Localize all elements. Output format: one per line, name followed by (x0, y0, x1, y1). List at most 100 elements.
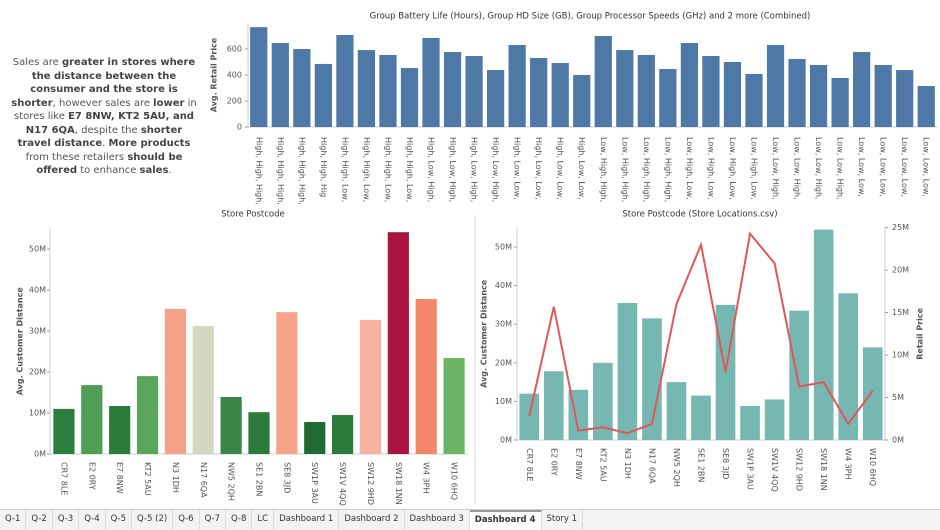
x-tick-label: E2 0RY (549, 448, 558, 476)
bar (332, 415, 354, 454)
y2-axis-label: Retail Price (916, 307, 925, 359)
x-tick-label: High, Low, High, (491, 137, 500, 202)
bar (465, 56, 483, 127)
bar (304, 422, 326, 454)
x-tick-label: Low, Low, High, (814, 137, 823, 200)
annotation-text: . (168, 165, 172, 176)
x-tick-label: High, High, High, (297, 137, 306, 205)
bar (293, 49, 311, 127)
bar (764, 399, 785, 440)
x-tick-label: High, Low, High, (427, 137, 436, 202)
bar (551, 63, 569, 127)
tab[interactable]: Q-7 (200, 510, 226, 530)
annotation-text: , despite the (74, 124, 141, 136)
x-tick-label: Low, High, High, (663, 137, 672, 202)
annotation-text: More products (108, 138, 191, 149)
y2-tick-label: 25M (892, 223, 909, 232)
tab[interactable]: Story 1 (542, 510, 584, 530)
x-tick-label: SW1P 3AU (746, 448, 755, 490)
x-tick-label: W10 6HQ (450, 462, 459, 500)
bar (917, 86, 935, 127)
bar (543, 371, 564, 440)
bar (336, 34, 354, 127)
x-tick-label: CR7 8LE (525, 448, 534, 481)
tab[interactable]: Q-8 (226, 510, 253, 530)
tab[interactable]: Q-2 (26, 510, 53, 530)
tab[interactable]: Dashboard 4 (469, 510, 542, 530)
x-tick-label: High, High, High, (276, 137, 285, 205)
x-tick-label: E7 8NW (115, 462, 124, 494)
tab[interactable]: Q-1 (0, 510, 27, 530)
x-tick-label: SW1V 4QQ (770, 448, 779, 492)
bar (415, 299, 437, 454)
y-tick-label: 0M (500, 436, 512, 445)
bar (276, 312, 298, 454)
bar (680, 43, 699, 127)
tab[interactable]: Q-5 (2) (132, 510, 174, 530)
chart-title: Store Postcode (221, 210, 284, 220)
x-tick-label: SW12 9HD (795, 448, 804, 491)
y-tick-label: 400 (227, 71, 242, 80)
y2-tick-label: 0M (892, 436, 904, 445)
tab[interactable]: Q-3 (53, 510, 80, 530)
bar (379, 54, 397, 128)
bar (314, 63, 332, 127)
bar (109, 406, 131, 454)
bar (862, 347, 883, 440)
x-tick-label: Low, High, High, (620, 137, 629, 202)
bar (359, 319, 382, 454)
x-tick-label: Low, Low, Low, (922, 137, 931, 197)
y-tick-label: 600 (227, 45, 242, 54)
x-tick-label: High, Low, High, (470, 137, 479, 202)
chart-title: Group Battery Life (Hours), Group HD Siz… (370, 12, 811, 22)
chart-title: Store Postcode (Store Locations.csv) (622, 210, 777, 220)
tab[interactable]: Q-6 (173, 510, 200, 530)
x-tick-label: NW5 2QH (672, 448, 681, 487)
bar (594, 36, 612, 127)
bar (248, 412, 270, 454)
y-axis-label: Avg. Customer Distance (16, 287, 25, 396)
bar (666, 382, 687, 440)
bar (519, 393, 540, 440)
annotation-text: , however sales are (52, 97, 154, 109)
bar (874, 64, 892, 127)
tab[interactable]: LC (252, 510, 275, 530)
bar (164, 308, 186, 454)
y-axis-label: Avg. Retail Price (210, 37, 219, 112)
tab[interactable]: Q-5 (106, 510, 133, 530)
bar (740, 406, 760, 440)
bar (691, 395, 711, 440)
tab[interactable]: Dashboard 2 (339, 510, 405, 530)
bar (443, 358, 465, 454)
tab[interactable]: Dashboard 1 (274, 510, 340, 530)
y-tick-label: 30M (495, 320, 512, 329)
y-tick-label: 50M (495, 243, 512, 252)
bar (838, 293, 859, 440)
tab[interactable]: Dashboard 3 (405, 510, 470, 530)
bar (573, 75, 591, 127)
annotation-text: . (102, 138, 109, 149)
x-tick-label: High, High, Low, (383, 137, 392, 202)
annotation-text: from these retailers (25, 151, 128, 163)
x-tick-label: SW12 9HD (366, 462, 375, 505)
tab[interactable]: Q-4 (79, 510, 106, 530)
x-tick-label: High, High, Hig (319, 137, 328, 197)
x-tick-label: Low, High, Low, (685, 137, 694, 200)
y-tick-label: 30M (29, 327, 46, 336)
y-tick-label: 20M (29, 368, 46, 377)
y-tick-label: 20M (495, 358, 512, 367)
bar (702, 56, 720, 127)
x-tick-label: E2 0RY (87, 462, 96, 490)
x-tick-label: N17 6QA (199, 462, 208, 498)
y-tick-label: 10M (495, 397, 512, 406)
x-tick-label: SW18 1NN (394, 462, 403, 505)
annotation-text: should be offered (36, 151, 183, 177)
bar (250, 27, 268, 127)
y-axis-label: Avg. Customer Distance (480, 279, 489, 388)
annotation-text: to enhance (77, 165, 140, 176)
bar (642, 318, 662, 440)
x-tick-label: SE1 2BN (255, 462, 264, 496)
tab-bar: Q-1 Q-2 Q-3 Q-4 Q-5 Q-5 (2) Q-6 Q-7 Q-8 LC Dashboa… (0, 509, 940, 530)
x-tick-label: N3 1DH (623, 448, 632, 479)
x-tick-label: Low, High, Low, (728, 137, 737, 200)
